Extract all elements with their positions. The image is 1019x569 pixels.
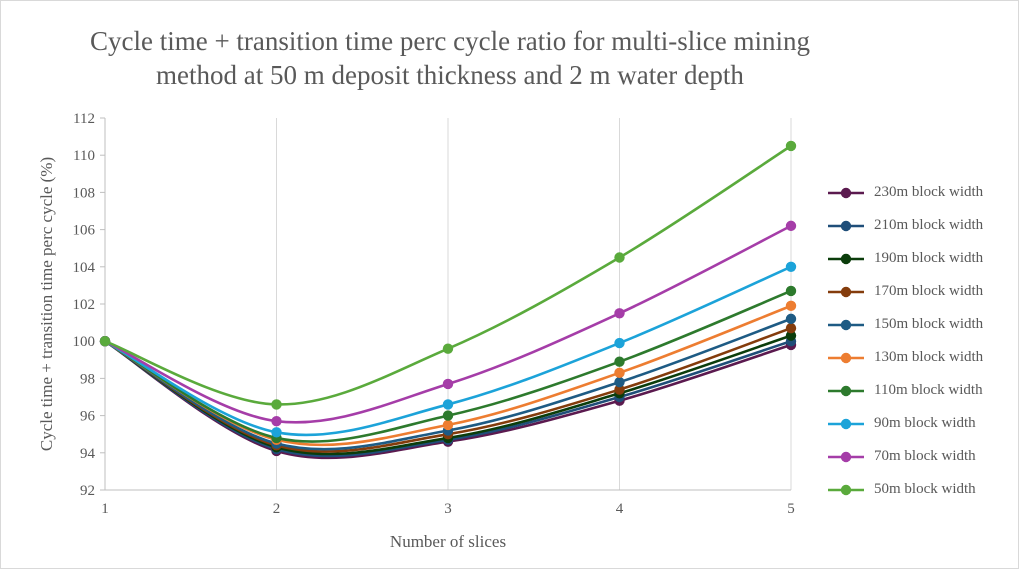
data-point	[614, 356, 625, 367]
y-axis-title: Cycle time + transition time perc cycle …	[37, 157, 56, 451]
x-axis-title: Number of slices	[390, 532, 506, 551]
data-point	[785, 140, 797, 152]
legend-label: 90m block width	[874, 415, 976, 431]
data-point	[785, 300, 797, 312]
data-point	[271, 415, 282, 427]
data-point	[614, 337, 625, 349]
legend-item: 170m block width	[826, 275, 1016, 308]
legend-swatch	[828, 253, 864, 264]
legend-swatch	[828, 451, 864, 462]
y-tick-label: 94	[80, 446, 96, 462]
data-point	[442, 399, 454, 410]
legend-item: 190m block width	[826, 242, 1016, 275]
legend-swatch	[828, 385, 864, 396]
data-point	[614, 384, 625, 395]
legend-item: 90m block width	[826, 407, 1016, 440]
legend-label: 50m block width	[874, 481, 976, 497]
legend-label: 170m block width	[874, 283, 984, 299]
legend-label: 150m block width	[874, 316, 984, 332]
legend-swatch	[828, 418, 864, 429]
legend-label: 210m block width	[874, 217, 984, 233]
legend-swatch	[828, 220, 864, 231]
data-point	[442, 410, 454, 421]
data-point	[785, 220, 797, 232]
data-point	[99, 336, 111, 347]
data-point	[785, 261, 797, 272]
y-tick-label: 100	[73, 334, 96, 350]
legend-item: 110m block width	[826, 374, 1016, 407]
data-point	[614, 252, 625, 263]
legend-label: 230m block width	[874, 184, 984, 200]
legend-swatch	[828, 187, 864, 198]
x-tick-label: 3	[444, 501, 452, 517]
data-point	[785, 322, 797, 334]
data-point	[442, 419, 454, 431]
x-tick-label: 2	[273, 501, 281, 517]
legend-swatch	[828, 352, 864, 363]
legend-label: 190m block width	[874, 250, 984, 266]
legend-label: 130m block width	[874, 349, 984, 365]
x-tick-label: 1	[101, 501, 109, 517]
y-tick-label: 98	[80, 371, 95, 387]
data-point	[614, 376, 625, 388]
x-tick-label: 4	[616, 501, 624, 517]
data-point	[614, 308, 625, 319]
legend-label: 70m block width	[874, 448, 976, 464]
y-tick-label: 106	[73, 223, 96, 239]
data-point	[785, 285, 797, 297]
legend-swatch	[828, 319, 864, 330]
data-point	[614, 367, 625, 379]
y-tick-label: 92	[80, 483, 95, 499]
y-tick-label: 110	[73, 148, 95, 164]
x-tick-label: 5	[787, 501, 795, 517]
legend-item: 230m block width	[826, 176, 1016, 209]
legend-item: 210m block width	[826, 209, 1016, 242]
data-point	[785, 313, 797, 325]
y-tick-label: 112	[73, 111, 95, 127]
legend-swatch	[828, 484, 864, 495]
legend: 230m block width 210m block width 190m blo…	[826, 176, 1016, 506]
y-tick-label: 104	[73, 260, 96, 276]
y-tick-label: 96	[80, 409, 96, 425]
y-tick-label: 102	[73, 297, 96, 313]
data-point	[785, 330, 797, 341]
data-point	[271, 427, 282, 438]
legend-item: 130m block width	[826, 341, 1016, 374]
data-point	[442, 378, 454, 390]
legend-item: 70m block width	[826, 440, 1016, 473]
legend-item: 150m block width	[826, 308, 1016, 341]
chart-title: Cycle time + transition time perc cycle …	[89, 26, 811, 90]
legend-item: 50m block width	[826, 473, 1016, 506]
data-point	[442, 343, 454, 354]
data-point	[271, 399, 282, 410]
legend-swatch	[828, 286, 864, 297]
legend-label: 110m block width	[874, 382, 983, 398]
y-tick-label: 108	[73, 185, 96, 201]
